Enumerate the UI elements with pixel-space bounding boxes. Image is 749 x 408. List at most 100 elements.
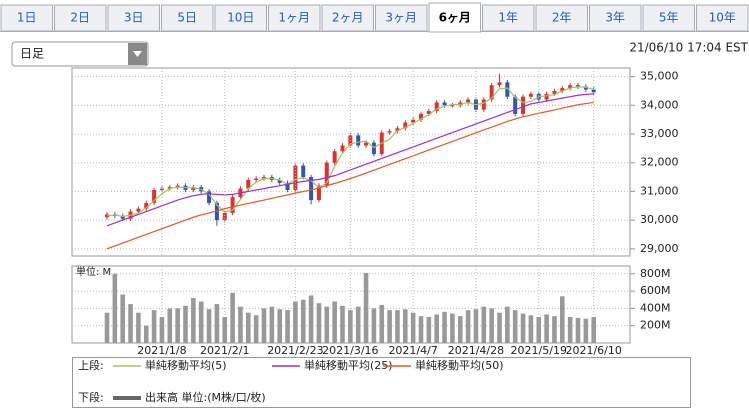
volume-bar <box>505 306 510 343</box>
legend-row-label: 下段: <box>78 390 104 404</box>
tab-label[interactable]: 10年 <box>709 11 736 25</box>
volume-bar <box>230 292 235 343</box>
volume-bar <box>253 315 259 343</box>
volume-bar <box>512 310 518 343</box>
tab-label[interactable]: 2年 <box>552 11 572 25</box>
candle-body <box>277 179 282 183</box>
volume-bar <box>167 308 173 343</box>
candle-body <box>152 189 157 203</box>
legend-label: 出来高 単位:(M株/口/枚) <box>145 390 266 404</box>
tab[interactable] <box>589 4 642 32</box>
candle-body <box>371 142 376 155</box>
candle-body <box>332 151 337 163</box>
y-tick-label: 35,000 <box>640 70 679 83</box>
tab-label[interactable]: 1ヶ月 <box>278 11 310 25</box>
tab[interactable] <box>214 4 267 32</box>
candle-body <box>364 142 369 146</box>
volume-bar <box>387 310 392 343</box>
volume-bar <box>371 308 377 343</box>
tab[interactable] <box>0 4 53 32</box>
candle-body <box>568 85 573 89</box>
volume-bar <box>151 310 157 343</box>
candle-body <box>528 93 533 97</box>
tab-label[interactable]: 1年 <box>498 11 518 25</box>
x-tick-label: 2021/6/10 <box>565 344 621 357</box>
legend-row-label: 上段: <box>78 358 104 372</box>
tab-label[interactable]: 3日 <box>124 11 144 25</box>
legend-label: 単純移動平均(25) <box>304 358 393 372</box>
candle-body <box>191 187 196 190</box>
tab[interactable] <box>321 4 374 32</box>
legend-label: 単純移動平均(5) <box>145 358 227 372</box>
x-tick-label: 2021/4/7 <box>388 344 437 357</box>
tab[interactable] <box>375 4 428 32</box>
volume-bar <box>489 308 494 343</box>
tab[interactable] <box>696 4 749 32</box>
moving-average-line <box>106 101 594 250</box>
volume-bar <box>308 295 314 343</box>
moving-average-line <box>106 93 594 227</box>
tab-label[interactable]: 1日 <box>17 11 37 25</box>
x-tick-label: 2021/5/19 <box>511 344 567 357</box>
tab[interactable] <box>54 4 107 32</box>
tab[interactable] <box>428 2 481 33</box>
volume-bar <box>183 305 188 343</box>
tab-label[interactable]: 5年 <box>659 11 679 25</box>
volume-bar <box>136 312 141 343</box>
volume-bar <box>261 308 267 343</box>
volume-bar <box>238 306 243 343</box>
candle-body <box>395 128 400 132</box>
candle-body <box>576 85 580 87</box>
dropdown-text: 日足 <box>20 47 44 61</box>
volume-bar <box>143 325 149 343</box>
candle-body <box>560 88 565 91</box>
tab-label[interactable]: 2ヶ月 <box>332 11 364 25</box>
volume-bar <box>583 318 589 343</box>
volume-bar <box>426 317 432 343</box>
candle-body <box>403 122 408 129</box>
tab-bar-border <box>0 31 749 32</box>
volume-bar <box>520 313 526 343</box>
candle-body <box>513 96 518 114</box>
volume-bar <box>269 306 275 343</box>
volume-bar <box>214 304 220 343</box>
volume-bar <box>442 311 447 343</box>
candle-body <box>481 99 486 110</box>
tab[interactable] <box>482 4 535 32</box>
candle-body <box>426 111 431 114</box>
tab[interactable] <box>107 4 160 32</box>
dropdown[interactable] <box>11 41 149 67</box>
candle-body <box>246 179 251 189</box>
volume-bar <box>332 301 337 343</box>
tab-label[interactable]: 10日 <box>227 11 254 25</box>
volume-bar <box>191 298 196 343</box>
volume-bar <box>536 317 542 343</box>
y-tick-label: 400M <box>640 301 671 314</box>
candle-body <box>105 214 109 218</box>
x-tick-label: 2021/4/28 <box>448 344 504 357</box>
candle-body <box>136 208 141 212</box>
tab-label[interactable]: 5日 <box>177 11 197 25</box>
candle-body <box>356 135 361 146</box>
candle-body <box>222 212 227 221</box>
volume-bar <box>481 306 487 343</box>
tab[interactable] <box>268 4 321 32</box>
tab-label[interactable]: 3年 <box>605 11 625 25</box>
tab[interactable] <box>642 4 695 32</box>
volume-bar <box>128 304 133 343</box>
tab-label[interactable]: 6ヶ月 <box>439 11 471 25</box>
tab[interactable] <box>161 4 214 32</box>
volume-bar <box>418 316 424 343</box>
tab-label[interactable]: 2日 <box>70 11 90 25</box>
volume-bar <box>552 316 557 343</box>
y-tick-label: 30,000 <box>640 213 679 226</box>
volume-bar <box>410 312 416 343</box>
volume-bar <box>324 306 330 343</box>
volume-bar <box>355 306 361 343</box>
tab-label[interactable]: 3ヶ月 <box>385 11 417 25</box>
candle-body <box>591 89 596 93</box>
candle-body <box>144 202 149 209</box>
volume-bar <box>363 272 369 343</box>
tab[interactable] <box>535 4 588 32</box>
